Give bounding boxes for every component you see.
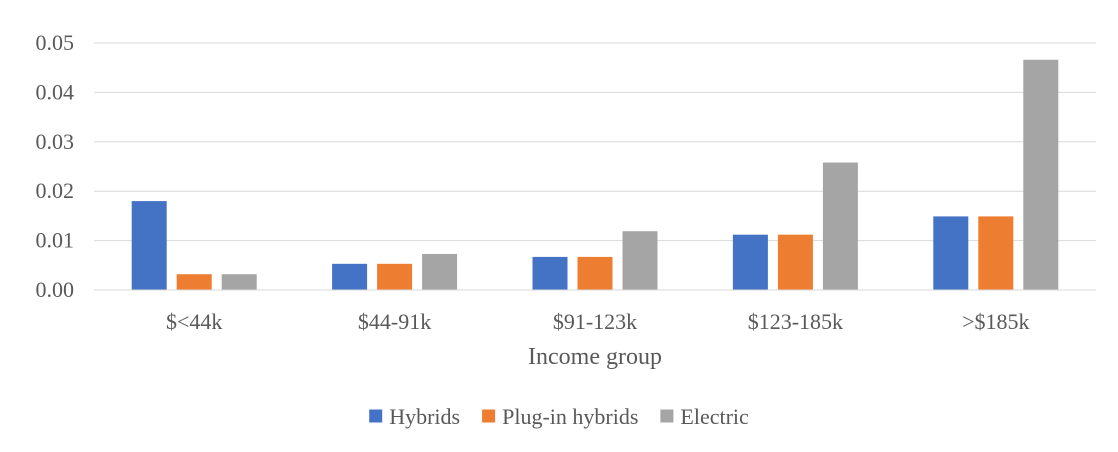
legend-swatch [660, 409, 674, 423]
bar-hybrids-1 [332, 263, 368, 290]
bar-hybrids-3 [732, 234, 768, 290]
x-tick-label: $<44k [166, 309, 222, 334]
bar-hybrids-4 [933, 216, 969, 290]
bar-plug-in-hybrids-0 [176, 274, 212, 290]
legend-item-electric: Electric [660, 404, 749, 429]
legend: Hybrids Plug-in hybrids Electric [369, 404, 749, 429]
bar-electric-3 [822, 162, 858, 290]
legend-label: Electric [680, 404, 749, 429]
y-tick-label: 0.03 [36, 129, 75, 154]
bar-electric-1 [422, 253, 458, 290]
y-tick-label: 0.02 [36, 178, 75, 203]
y-tick-label: 0.01 [36, 228, 75, 253]
x-tick-label: $44-91k [358, 309, 431, 334]
bar-plug-in-hybrids-1 [377, 263, 413, 290]
y-tick-label: 0.00 [36, 277, 75, 302]
bar-hybrids-2 [532, 256, 568, 290]
legend-item-hybrids: Hybrids [369, 404, 460, 429]
x-axis-tick-labels: $<44k $44-91k $91-123k $123-185k >$185k [166, 309, 1030, 334]
y-tick-label: 0.04 [36, 79, 75, 104]
x-tick-label: $123-185k [748, 309, 843, 334]
bars [131, 59, 1059, 290]
legend-label: Plug-in hybrids [502, 404, 638, 429]
x-tick-label: $91-123k [553, 309, 637, 334]
bar-plug-in-hybrids-4 [978, 216, 1014, 290]
x-axis-title: Income group [528, 344, 662, 370]
gridlines [94, 42, 1096, 242]
legend-swatch [482, 409, 496, 423]
bar-electric-2 [622, 231, 658, 290]
bar-electric-4 [1023, 59, 1059, 290]
bar-plug-in-hybrids-3 [777, 234, 813, 290]
legend-label: Hybrids [389, 404, 460, 429]
legend-item-plug-in-hybrids: Plug-in hybrids [482, 404, 638, 429]
bar-plug-in-hybrids-2 [577, 256, 613, 290]
bar-electric-0 [221, 274, 257, 290]
bar-hybrids-0 [131, 201, 167, 290]
y-tick-label: 0.05 [36, 30, 75, 55]
x-tick-label: >$185k [962, 309, 1029, 334]
legend-swatch [369, 409, 383, 423]
y-axis-tick-labels: 0.00 0.01 0.02 0.03 0.04 0.05 [36, 30, 75, 302]
